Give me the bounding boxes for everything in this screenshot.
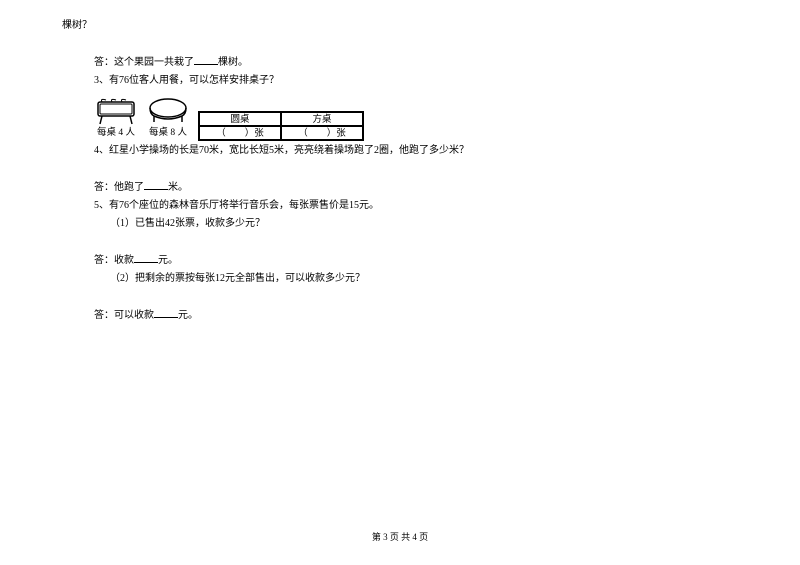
top-fragment: 棵树？ [62, 18, 738, 34]
q3-text: 3、有76位客人用餐，可以怎样安排桌子？ [62, 73, 738, 89]
cell-square-value[interactable]: （ ）张 [281, 126, 363, 140]
cell-round-value[interactable]: （ ）张 [199, 126, 281, 140]
page-footer: 第 3 页 共 4 页 [0, 530, 800, 543]
spacer [62, 234, 738, 252]
q4-answer-prefix: 答：他跑了 [94, 182, 144, 193]
q4-text: 4、红星小学操场的长是70米，宽比长短5米，亮亮绕着操场跑了2圈，他跑了多少米？ [62, 143, 738, 159]
round-table-group: 每桌 8 人 [146, 96, 190, 141]
spacer [62, 36, 738, 54]
q5-2-answer-line: 答：可以收款 元。 [62, 307, 738, 324]
spacer [62, 161, 738, 179]
blank-fill[interactable] [194, 54, 218, 65]
blank-fill[interactable] [144, 179, 168, 190]
spacer [62, 289, 738, 307]
q4-answer-suffix: 米。 [168, 182, 188, 193]
square-table-group: 每桌 4 人 [94, 96, 138, 141]
q5-2-answer-suffix: 元。 [178, 310, 198, 321]
blank-fill[interactable] [154, 307, 178, 318]
table-row: 圆桌 方桌 [199, 112, 363, 126]
square-table-label: 每桌 4 人 [97, 126, 135, 141]
table-row: （ ）张 （ ）张 [199, 126, 363, 140]
q4-answer-line: 答：他跑了 米。 [62, 179, 738, 196]
q5-1-text: （1）已售出42张票，收款多少元？ [62, 216, 738, 232]
blank-fill[interactable] [134, 252, 158, 263]
q5-1-answer-line: 答：收款 元。 [62, 252, 738, 269]
q5-1-answer-prefix: 答：收款 [94, 255, 134, 266]
q5-1-answer-suffix: 元。 [158, 255, 178, 266]
q5-2-text: （2）把剩余的票按每张12元全部售出，可以收款多少元？ [62, 271, 738, 287]
q2-answer-suffix: 棵树。 [218, 57, 248, 68]
q5-2-answer-prefix: 答：可以收款 [94, 310, 154, 321]
q3-illustration-row: 每桌 4 人 每桌 8 人 圆桌 方桌 （ ）张 （ ）张 [94, 93, 738, 141]
document-page: 棵树？ 答：这个果园一共栽了 棵树。 3、有76位客人用餐，可以怎样安排桌子？ 每… [0, 0, 800, 324]
round-table-icon [146, 96, 190, 126]
cell-head-square: 方桌 [281, 112, 363, 126]
q3-table: 圆桌 方桌 （ ）张 （ ）张 [198, 111, 364, 141]
cell-head-round: 圆桌 [199, 112, 281, 126]
round-table-label: 每桌 8 人 [149, 126, 187, 141]
q2-answer-prefix: 答：这个果园一共栽了 [94, 57, 194, 68]
square-table-icon [94, 96, 138, 126]
q2-answer-line: 答：这个果园一共栽了 棵树。 [62, 54, 738, 71]
q5-text: 5、有76个座位的森林音乐厅将举行音乐会，每张票售价是15元。 [62, 198, 738, 214]
